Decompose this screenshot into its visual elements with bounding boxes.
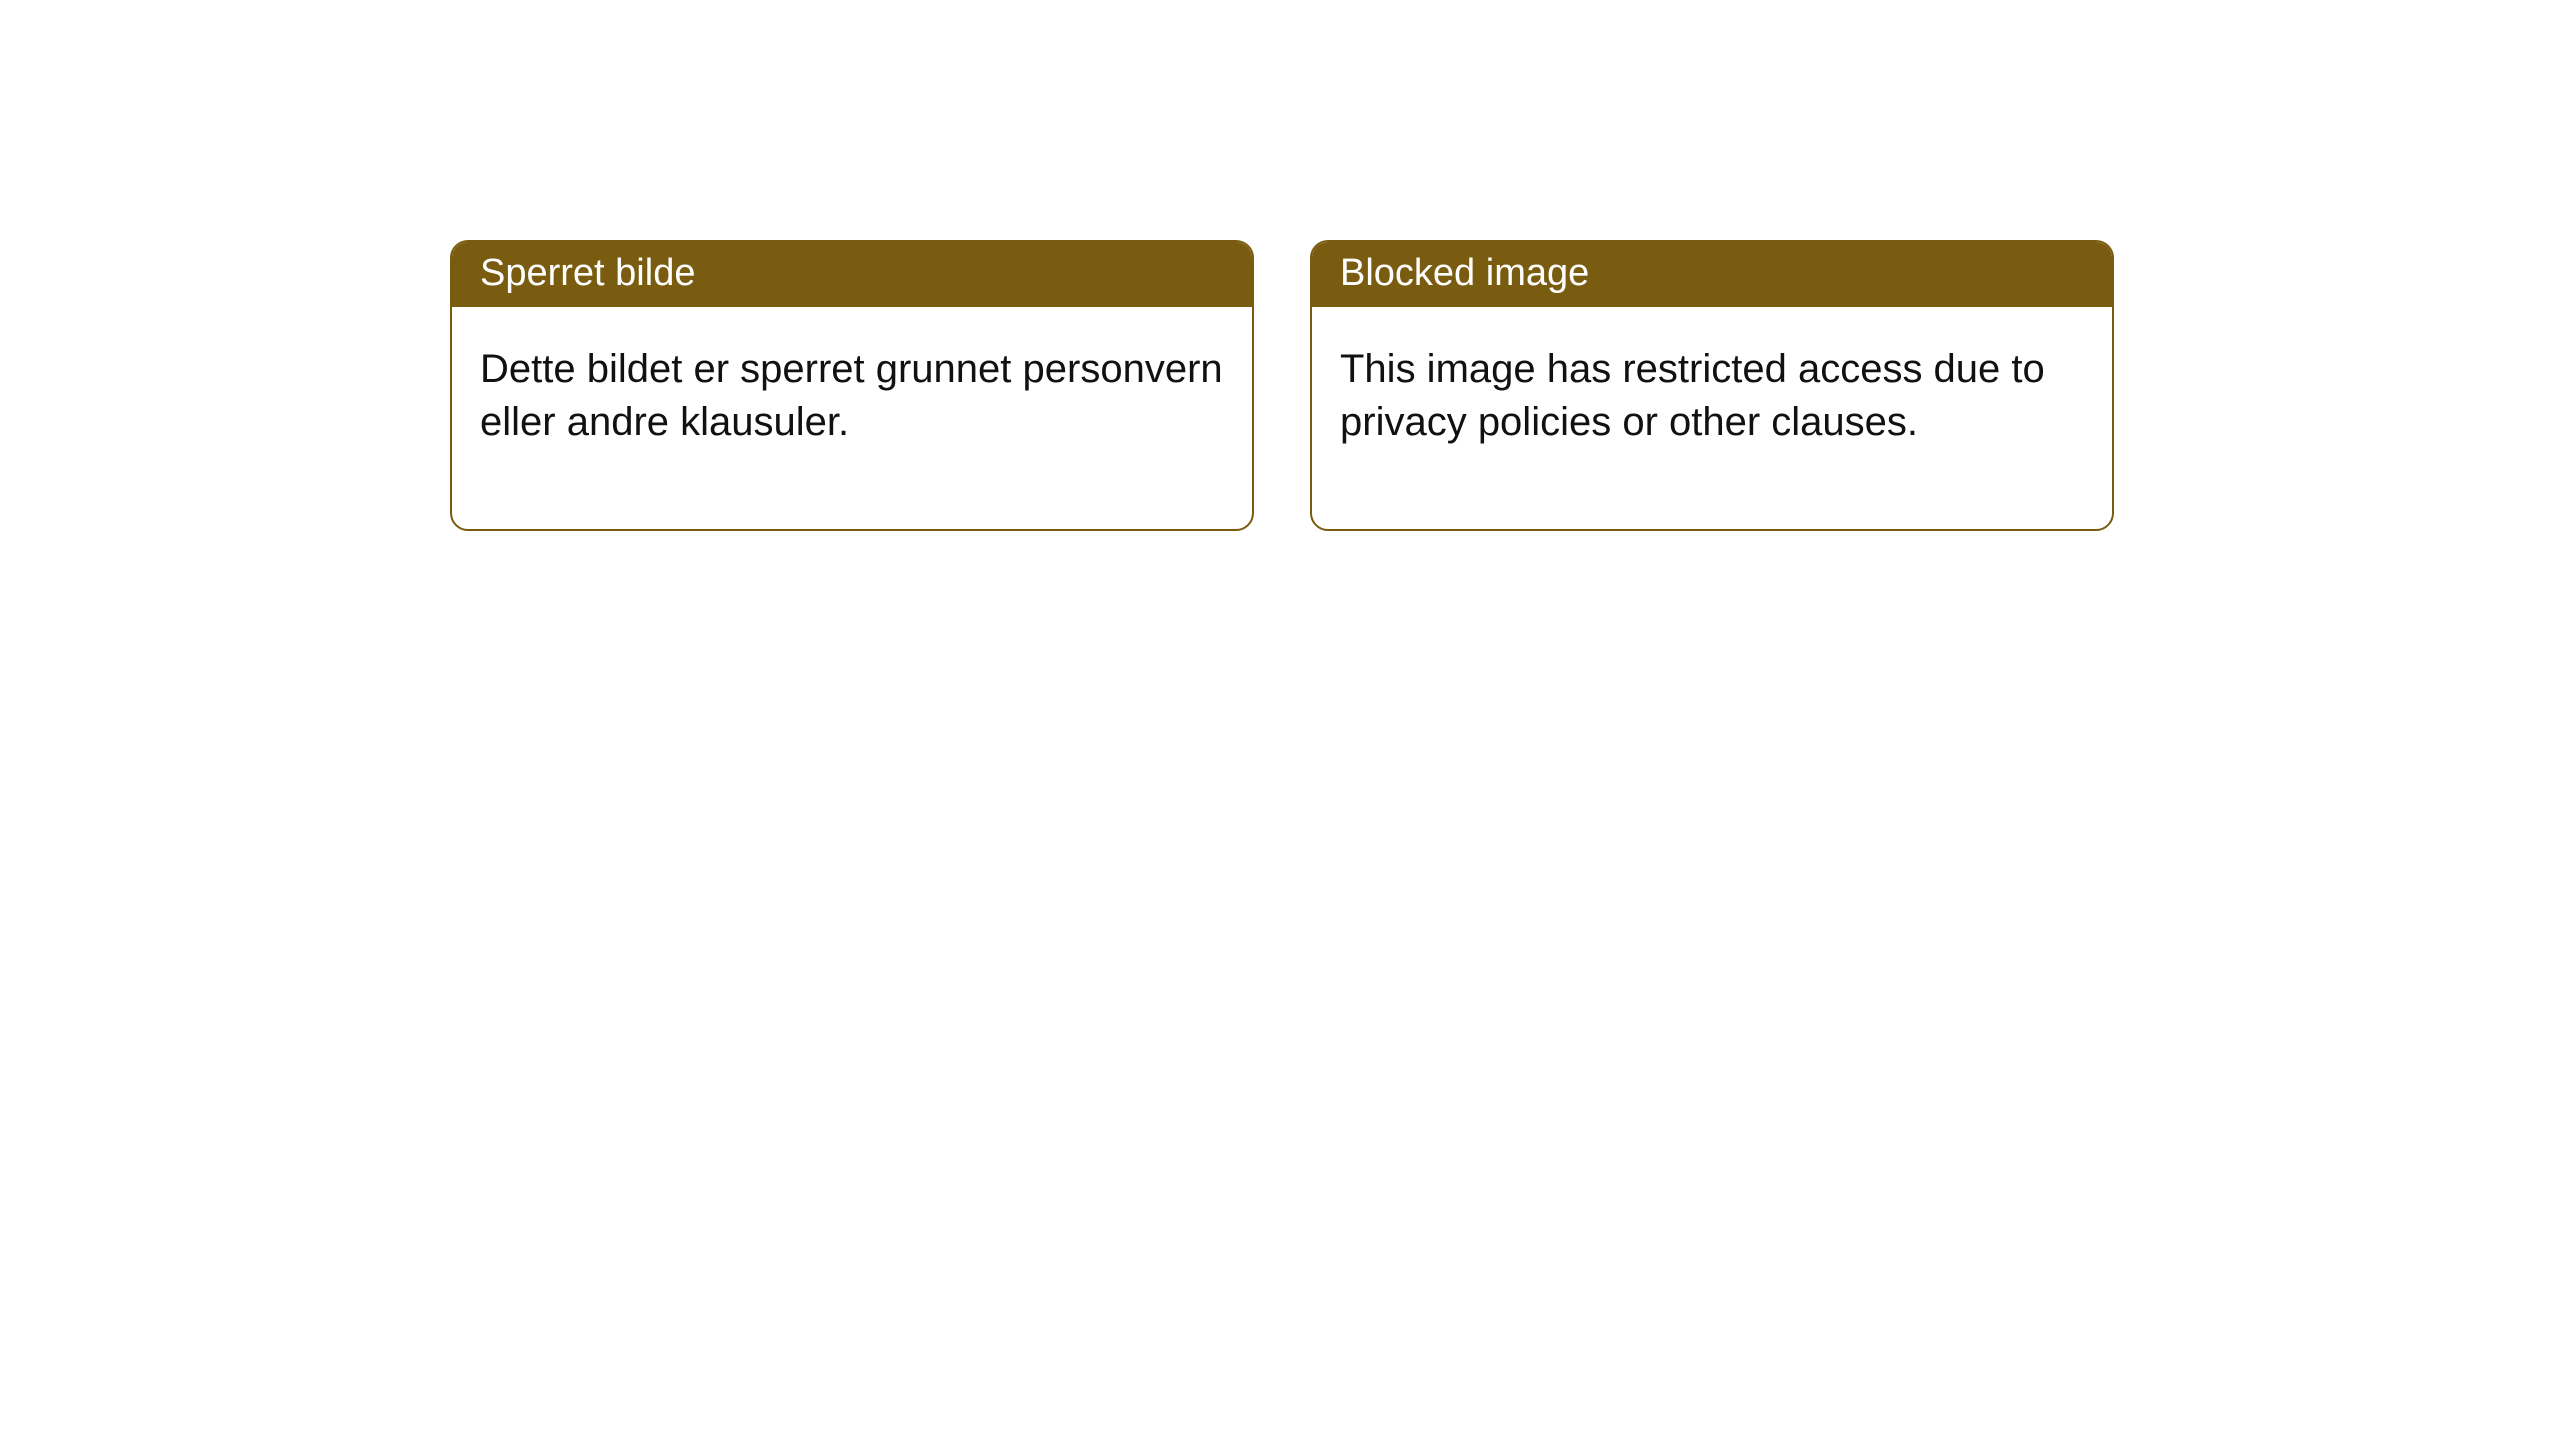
notice-header-no: Sperret bilde: [452, 242, 1252, 307]
notice-container: Sperret bilde Dette bildet er sperret gr…: [0, 0, 2560, 531]
notice-body-no: Dette bildet er sperret grunnet personve…: [452, 307, 1252, 529]
notice-box-en: Blocked image This image has restricted …: [1310, 240, 2114, 531]
notice-header-en: Blocked image: [1312, 242, 2112, 307]
notice-body-en: This image has restricted access due to …: [1312, 307, 2112, 529]
notice-box-no: Sperret bilde Dette bildet er sperret gr…: [450, 240, 1254, 531]
